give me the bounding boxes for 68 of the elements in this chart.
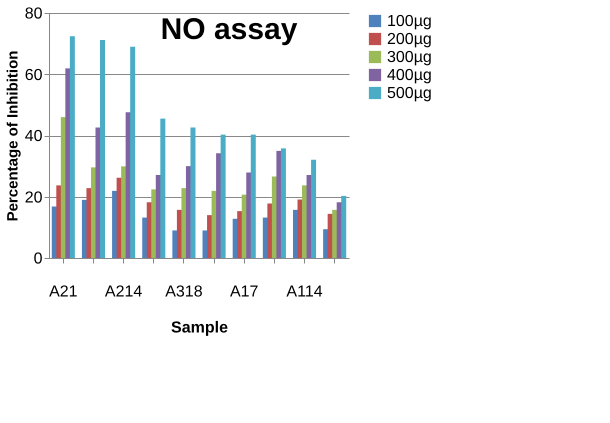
bar [212,190,217,258]
bar [60,117,66,258]
x-tick-label: A214 [104,284,142,300]
bar [336,202,342,258]
bar [186,166,191,258]
bar [142,218,148,258]
bar [328,214,333,258]
bar [237,211,242,258]
bar [90,167,96,258]
chart-title: NO assay [160,13,298,46]
bar [262,218,268,258]
legend-label: 500µg [387,85,432,102]
bar [302,185,308,258]
bar [52,206,57,258]
bar [156,175,161,258]
y-tick-label: 60 [24,66,43,84]
x-axis-title: Sample [171,320,228,336]
bar [116,178,122,258]
bar [56,185,62,258]
bar [341,196,346,258]
bar [126,112,131,258]
bar [202,230,208,258]
bar [207,215,212,258]
bar [246,172,252,258]
bar [232,218,238,258]
bar [280,148,286,258]
bar [151,189,156,258]
bar [146,202,152,258]
x-tick-label: A114 [286,284,323,300]
y-tick-label: 40 [24,128,43,145]
bar [216,153,222,258]
bar [95,128,100,258]
bar [242,194,247,258]
x-tick-label: A21 [49,284,78,300]
bar [311,160,316,258]
bar [323,229,328,258]
y-tick-label: 80 [24,6,43,22]
bar [112,190,118,258]
y-tick-label: 0 [34,250,43,268]
bar [332,210,338,258]
y-tick-label: 20 [24,189,43,206]
bar [100,40,106,258]
legend-label: 200µg [387,31,432,48]
bar [160,118,166,258]
x-tick-label: A318 [165,284,203,300]
bar [272,176,277,258]
bar [130,46,136,258]
bar [306,175,312,258]
bar [176,210,182,258]
bar [172,230,178,258]
bar [276,150,282,258]
bar [121,166,126,258]
bar [250,134,256,258]
bar [267,203,272,258]
bar [82,200,87,258]
legend-label: 400µg [387,67,432,84]
bar [190,128,196,258]
bar [65,68,70,258]
bar [70,36,75,258]
legend-label: 100µg [387,13,432,30]
bar [220,134,226,258]
bar [298,200,303,258]
x-tick-label: A17 [230,284,259,300]
legend-label: 300µg [387,49,432,66]
bar [86,188,92,258]
bar [181,188,186,258]
bar [292,210,298,258]
y-axis-title: Percentage of Inhibition [4,50,22,222]
